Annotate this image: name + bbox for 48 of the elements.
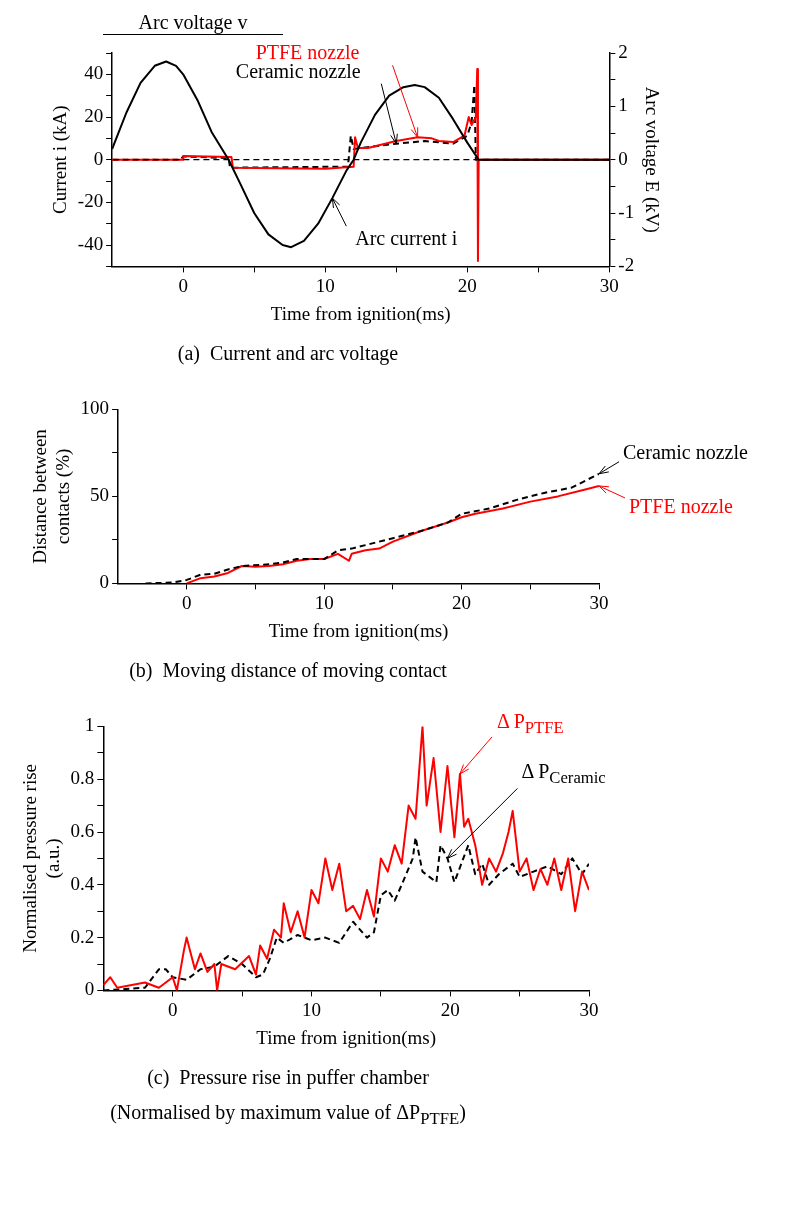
y2-tick-label: -1	[618, 201, 635, 223]
y-tick-label: 0	[99, 571, 110, 593]
y2-tick-label: -2	[618, 254, 635, 276]
x-tick-label: 0	[178, 274, 188, 296]
y-tick-label: 0.4	[70, 872, 95, 894]
x-tick-label: 0	[167, 998, 178, 1020]
text: (a) Current and arc voltage	[176, 342, 400, 365]
y-tick-label: 0.2	[70, 925, 95, 947]
x-tick-label: 10	[315, 274, 335, 296]
x-tick-label: 30	[579, 998, 599, 1020]
y-tick-label: 0.8	[70, 767, 95, 789]
x-tick-label: 10	[301, 998, 321, 1020]
y-tick-label: -20	[77, 190, 104, 212]
text: (Normalised by maximum value of ΔP$_{PTFE}$)	[109, 1101, 467, 1129]
x-tick-label: 20	[457, 274, 477, 296]
legend-label: PTFE nozzle	[629, 493, 733, 518]
y2-axis-title: Arc voltage E (kV)	[640, 86, 663, 233]
y2-tick-label: 0	[618, 147, 628, 169]
y-axis-title: Normalised pressure rise (a.u.)	[19, 763, 65, 953]
y2-tick-label: 1	[618, 94, 628, 116]
x-tick-label: 20	[452, 591, 472, 613]
y2-tick-label: 2	[618, 40, 628, 62]
text: Δ P$_{PTFE}$	[496, 708, 564, 739]
y-tick-label: -40	[77, 233, 104, 255]
x-axis-title: Time from ignition(ms)	[270, 302, 451, 325]
y-axis-title: Distance between contacts (%)	[29, 428, 75, 564]
x-tick-label: 30	[599, 274, 619, 296]
y-tick-label: 0	[84, 978, 95, 1000]
y-axis-title: Current i (kA)	[49, 105, 72, 215]
y-tick-label: 50	[90, 484, 110, 506]
x-tick-label: 30	[589, 591, 609, 613]
y-tick-label: 100	[80, 397, 110, 419]
text: Δ P$_{Ceramic}$	[521, 758, 606, 789]
y-tick-label: 40	[84, 62, 104, 84]
y-tick-label: 0.6	[70, 819, 95, 841]
series-label: Ceramic nozzle	[623, 439, 748, 464]
y-tick-label: 1	[84, 714, 95, 736]
x-tick-label: 20	[440, 998, 460, 1020]
legend-label: Arc current i	[355, 226, 458, 251]
x-tick-label: 0	[182, 591, 192, 613]
y-tick-label: 20	[84, 105, 104, 126]
legend-title: Arc voltage v	[103, 10, 283, 35]
text: (b) Moving distance of moving contact	[128, 659, 448, 682]
x-tick-label: 10	[314, 591, 334, 613]
x-axis-title: Time from ignition(ms)	[256, 1026, 437, 1049]
text: (c) Pressure rise in puffer chamber	[146, 1066, 430, 1089]
x-axis-title: Time from ignition(ms)	[268, 619, 449, 642]
y-tick-label: 0	[93, 147, 104, 169]
